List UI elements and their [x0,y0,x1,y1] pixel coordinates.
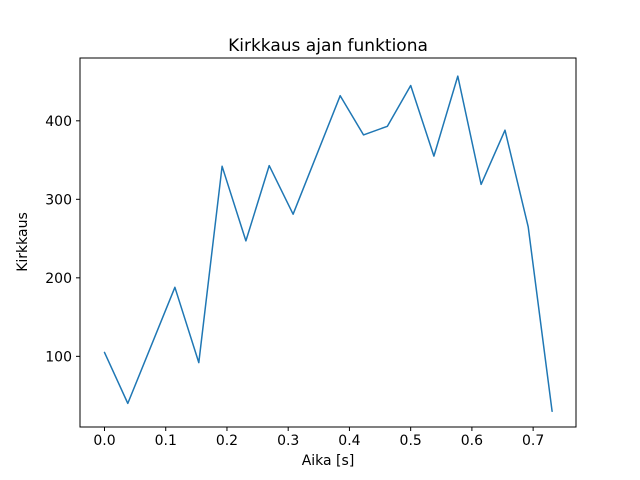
y-tick-label: 100 [45,349,72,365]
x-tick-label: 0.1 [155,433,177,449]
x-tick-label: 0.6 [461,433,483,449]
x-tick-label: 0.7 [522,433,544,449]
x-tick-label: 0.4 [338,433,360,449]
y-tick-label: 200 [45,271,72,287]
x-tick-label: 0.0 [93,433,115,449]
x-tick-label: 0.3 [277,433,299,449]
y-tick-label: 400 [45,114,72,130]
y-tick-label: 300 [45,192,72,208]
plot-area: 0.0 0.1 0.2 0.3 0.4 0.5 0.6 0.7 100 200 300 400 [45,57,577,449]
chart-title: Kirkkaus ajan funktiona [228,36,428,56]
x-axis-label: Aika [s] [302,453,355,469]
axes-frame [79,57,577,428]
data-line [103,75,553,413]
x-tick-label: 0.2 [216,433,238,449]
x-tick-label: 0.5 [400,433,422,449]
y-axis-label: Kirkkaus [15,212,31,272]
